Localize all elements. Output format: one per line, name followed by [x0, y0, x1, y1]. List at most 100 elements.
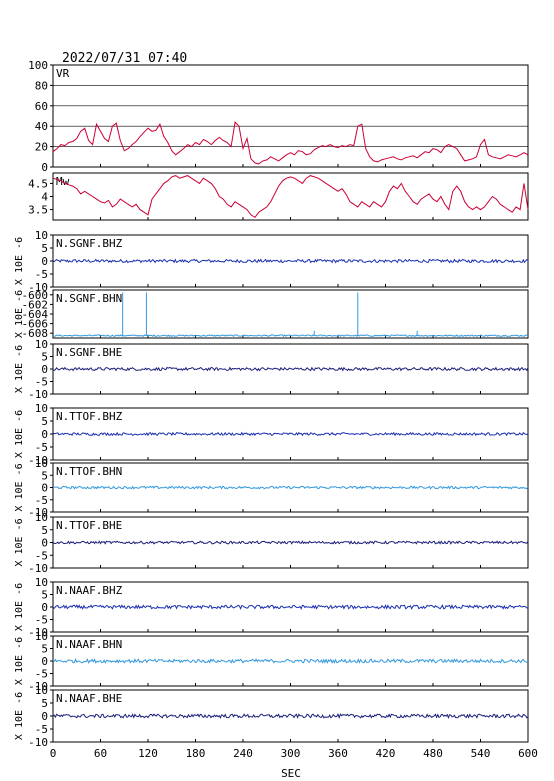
trace-line: [52, 366, 529, 372]
x-tick-label: 360: [328, 747, 348, 760]
y-tick-label: -602: [22, 298, 49, 311]
y-tick-label: 5: [41, 415, 48, 428]
y-tick-label: -5: [35, 268, 48, 281]
y-axis-label: X 10E -6: [14, 583, 25, 631]
y-tick-label: 0: [41, 161, 48, 174]
y-tick-label: 0: [41, 428, 48, 441]
panel-mw: 3.544.5 Mw: [28, 172, 529, 221]
y-tick-label: -5: [35, 441, 48, 454]
y-axis-label: X 10E -6: [14, 345, 25, 393]
panel-vr: 0 20 40 60 80 100 VR: [28, 59, 529, 174]
panel-label: N.NAAF.BHN: [56, 638, 122, 651]
trace-line: [52, 485, 529, 490]
y-tick-label: 5: [41, 351, 48, 364]
trace-line: [52, 431, 529, 437]
trace-line: [52, 540, 529, 545]
trace-line: [52, 121, 529, 165]
y-tick-label: 10: [35, 457, 48, 470]
x-tick-label: 540: [471, 747, 491, 760]
y-tick-label: 5: [41, 643, 48, 656]
panel-n-sgnf-bhn: -600-602-604-606-608 N.SGNF.BHN X 10E -6: [14, 289, 529, 340]
x-tick-label: 240: [233, 747, 253, 760]
y-tick-label: -5: [35, 723, 48, 736]
y-tick-label: 20: [35, 141, 48, 154]
y-tick-label: 0: [41, 482, 48, 495]
y-tick-label: -5: [35, 614, 48, 627]
panel-label: N.TTOF.BHE: [56, 519, 122, 532]
y-tick-label: 5: [41, 469, 48, 482]
y-axis-label: X 10E -6: [14, 463, 25, 511]
y-tick-label: -10: [28, 626, 48, 639]
trace-line: [52, 175, 529, 219]
y-tick-label: 10: [35, 229, 48, 242]
panel-frame: [52, 64, 529, 168]
y-tick-label: 40: [35, 120, 48, 133]
x-tick-label: 300: [281, 747, 301, 760]
x-tick-label: 120: [138, 747, 158, 760]
y-tick-label: -10: [28, 454, 48, 467]
y-tick-label: 0: [41, 601, 48, 614]
y-tick-label: 5: [41, 697, 48, 710]
x-axis: 0 60 120 180 240 300 360 420 480 540 600: [50, 747, 538, 760]
trace-line: [52, 604, 529, 610]
panel-label: VR: [56, 67, 70, 80]
panel-frame: [52, 289, 529, 339]
trace-line: [52, 334, 529, 338]
figure-title: 2022/07/31 07:40: [62, 51, 187, 66]
y-tick-label: 10: [35, 630, 48, 643]
x-tick-label: 60: [94, 747, 107, 760]
y-tick-label: 10: [35, 402, 48, 415]
panel-label: N.TTOF.BHZ: [56, 410, 123, 423]
y-tick-label: -600: [22, 289, 49, 302]
trace-line: [52, 657, 529, 664]
y-tick-label: -10: [28, 388, 48, 401]
x-tick-label: 480: [423, 747, 443, 760]
panel-label: N.NAAF.BHE: [56, 692, 122, 705]
y-tick-label: 60: [35, 100, 48, 113]
y-tick-label: -10: [28, 680, 48, 693]
y-tick-label: -604: [22, 308, 49, 321]
y-tick-label: 10: [35, 684, 48, 697]
y-axis-label: X 10E -6: [14, 692, 25, 740]
y-tick-label: 0: [41, 710, 48, 723]
panel-label: N.TTOF.BHN: [56, 465, 122, 478]
y-tick-label: -10: [28, 736, 48, 749]
y-axis-label: X 10E -6: [14, 518, 25, 566]
trace-line: [52, 713, 529, 720]
x-axis-label: SEC: [281, 767, 301, 780]
x-tick-label: 180: [186, 747, 206, 760]
y-tick-label: -5: [35, 549, 48, 562]
y-tick-label: 5: [41, 524, 48, 537]
panel-label: N.SGNF.BHE: [56, 346, 122, 359]
y-tick-label: 10: [35, 511, 48, 524]
y-tick-label: 0: [41, 655, 48, 668]
y-tick-label: -10: [28, 281, 48, 294]
panel-label: N.NAAF.BHZ: [56, 584, 123, 597]
y-tick-label: 5: [41, 242, 48, 255]
y-axis-label: X 10E -6: [14, 290, 25, 338]
y-axis-label: X 10E -6: [14, 637, 25, 685]
x-tick-label: 420: [376, 747, 396, 760]
y-tick-label: 5: [41, 589, 48, 602]
y-tick-label: -608: [22, 327, 49, 340]
y-axis-label: X 10E -6: [14, 237, 25, 285]
y-tick-label: 10: [35, 576, 48, 589]
y-tick-label: -10: [28, 506, 48, 519]
x-tick-label: 0: [50, 747, 57, 760]
y-tick-label: -606: [22, 318, 49, 331]
y-tick-label: 0: [41, 255, 48, 268]
panel-label: N.SGNF.BHN: [56, 292, 122, 305]
y-tick-label: -10: [28, 562, 48, 575]
y-tick-label: -5: [35, 668, 48, 681]
y-tick-label: 10: [35, 338, 48, 351]
y-tick-label: 3.5: [28, 204, 48, 217]
y-tick-label: 0: [41, 537, 48, 550]
